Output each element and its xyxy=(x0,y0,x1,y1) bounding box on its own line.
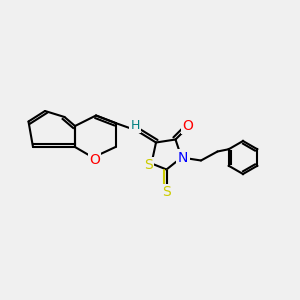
Text: H: H xyxy=(130,118,140,132)
Text: O: O xyxy=(182,119,193,133)
Text: S: S xyxy=(162,185,171,199)
Text: N: N xyxy=(178,151,188,164)
Text: O: O xyxy=(89,154,100,167)
Text: S: S xyxy=(144,158,153,172)
